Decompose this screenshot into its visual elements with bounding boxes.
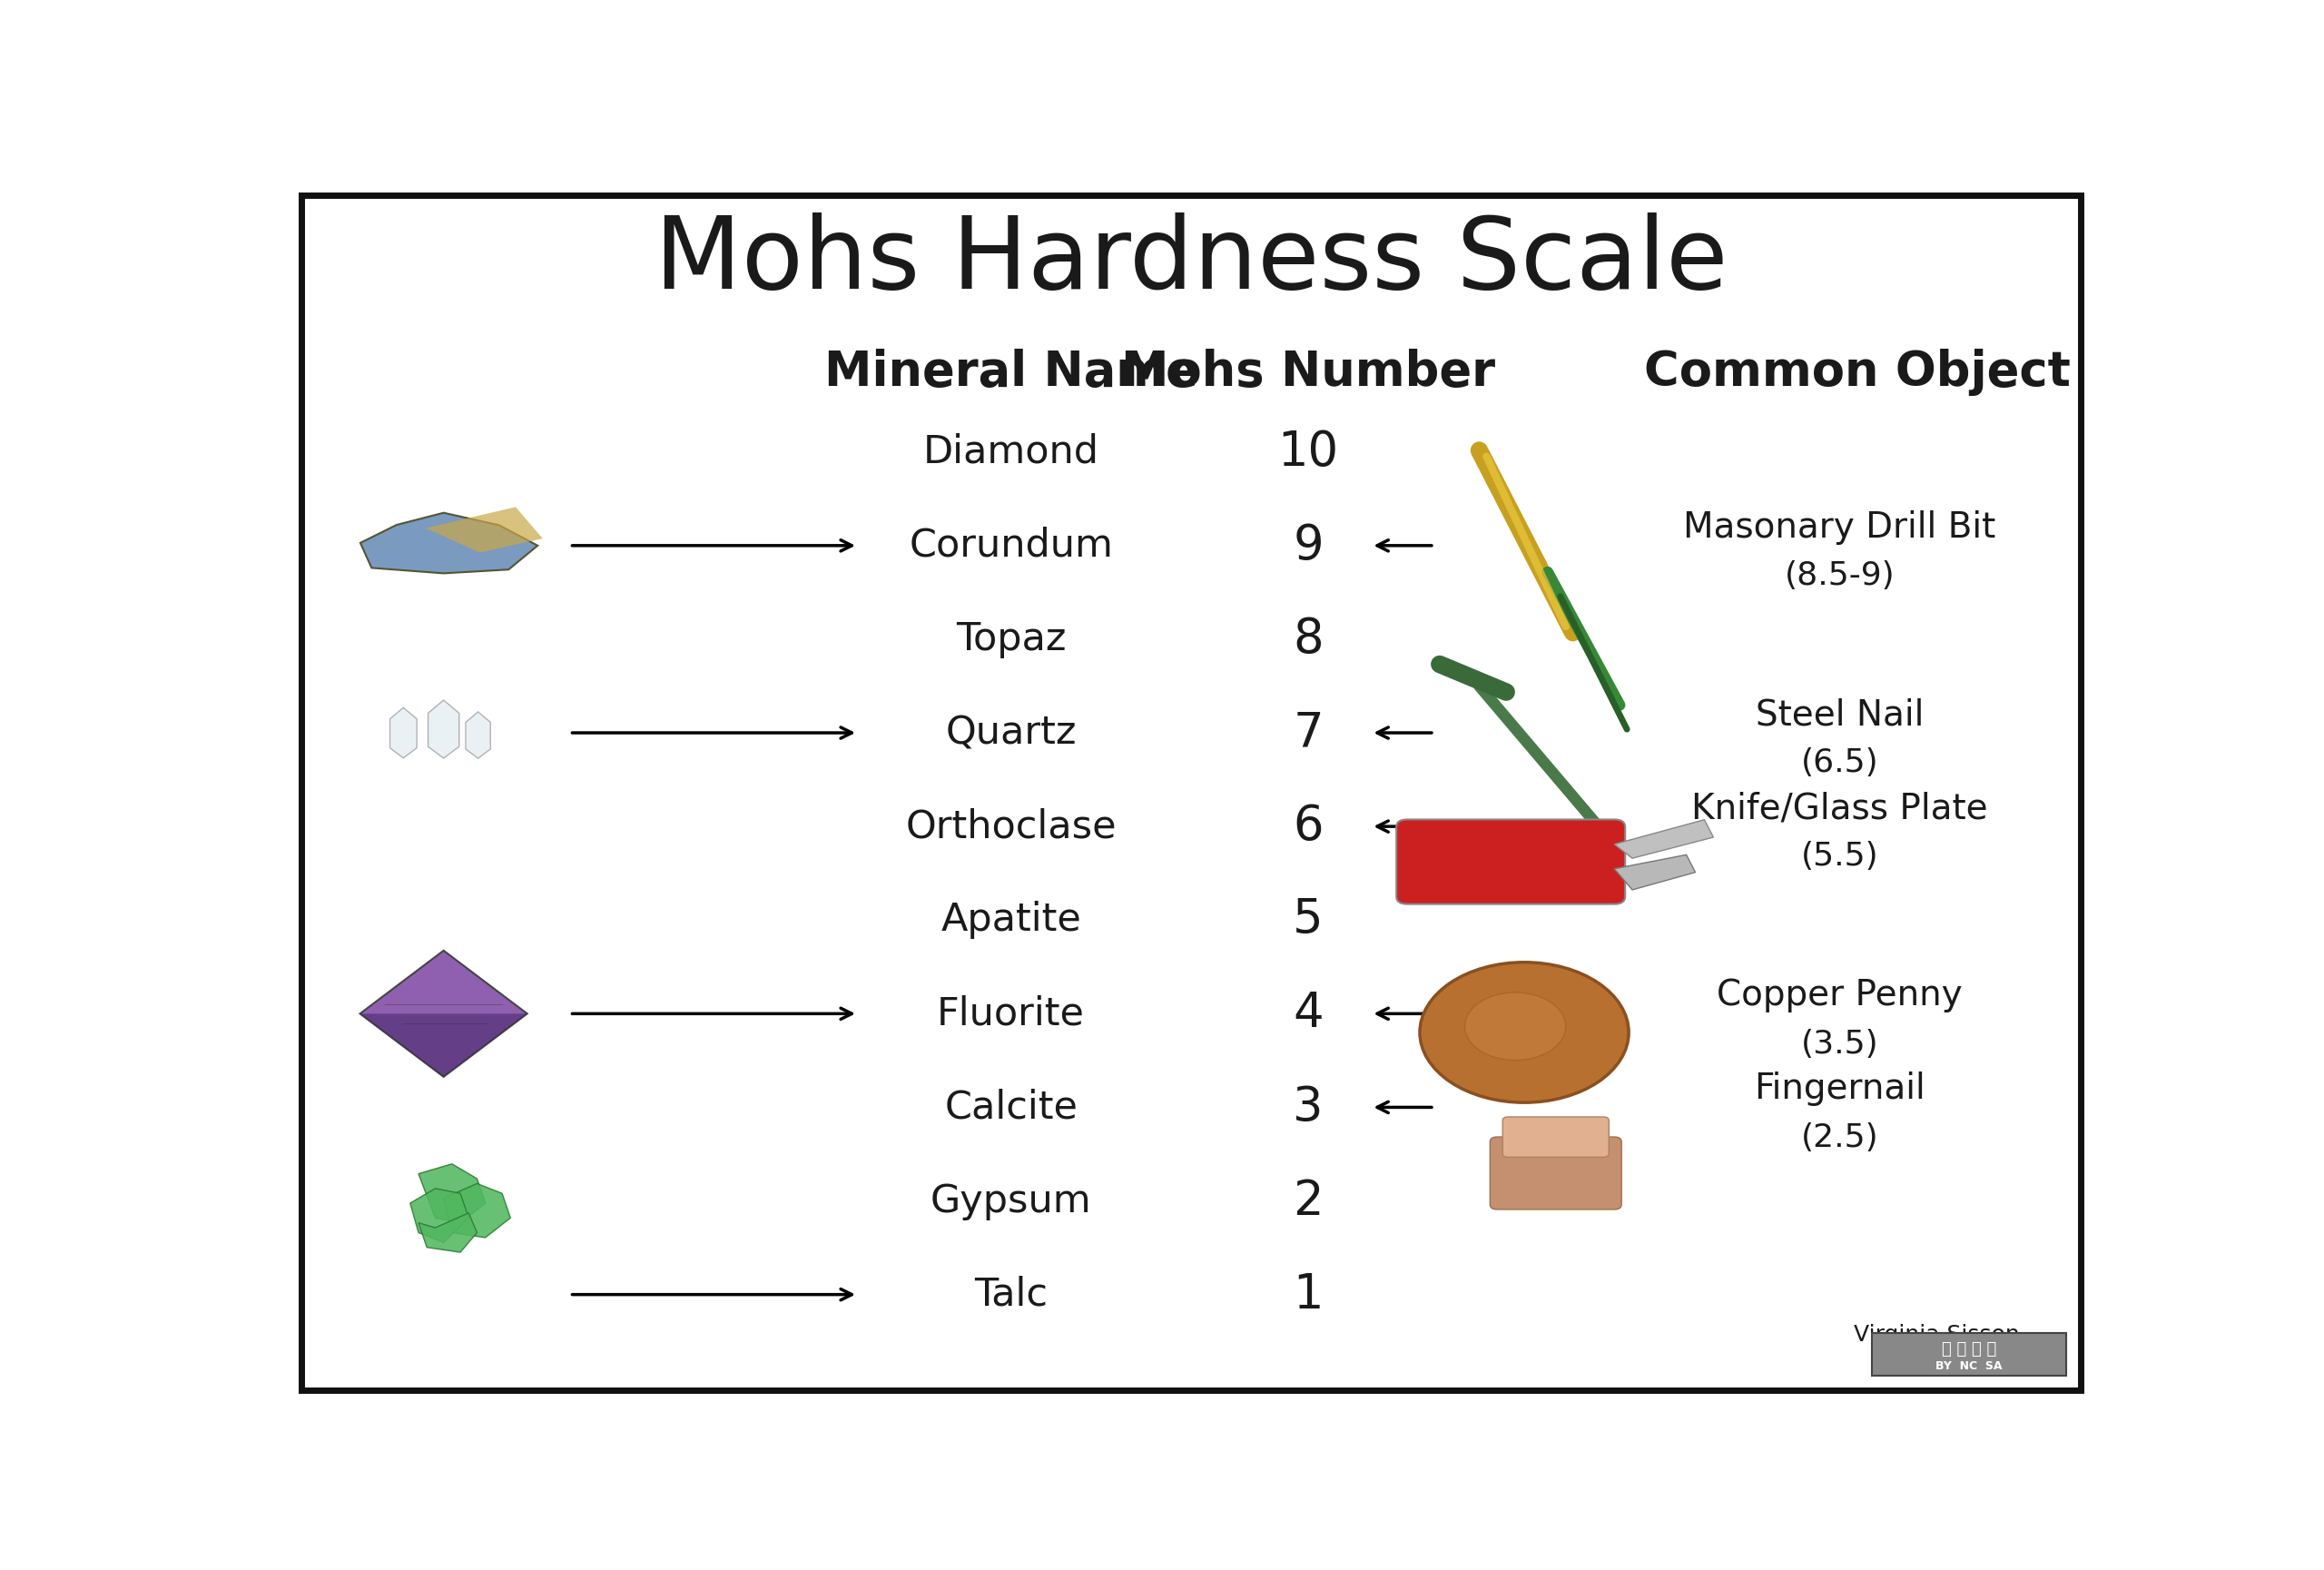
Polygon shape xyxy=(444,1184,511,1237)
Text: 9: 9 xyxy=(1292,521,1322,570)
Text: Steel Nail: Steel Nail xyxy=(1755,697,1924,732)
Polygon shape xyxy=(409,1188,469,1242)
Text: 1: 1 xyxy=(1292,1272,1322,1319)
Text: (6.5): (6.5) xyxy=(1801,747,1878,779)
Text: (8.5-9): (8.5-9) xyxy=(1785,560,1894,592)
Text: 8: 8 xyxy=(1292,615,1322,663)
Text: Gypsum: Gypsum xyxy=(930,1182,1092,1220)
Text: 7: 7 xyxy=(1292,710,1322,757)
Text: 3: 3 xyxy=(1292,1083,1322,1130)
Text: Orthoclase: Orthoclase xyxy=(906,807,1116,846)
Text: Calcite: Calcite xyxy=(944,1088,1078,1126)
Text: 4: 4 xyxy=(1292,991,1322,1038)
FancyBboxPatch shape xyxy=(1504,1116,1608,1157)
Polygon shape xyxy=(418,1163,486,1223)
FancyBboxPatch shape xyxy=(1490,1137,1622,1209)
Text: Topaz: Topaz xyxy=(955,620,1067,658)
Polygon shape xyxy=(465,711,490,758)
Polygon shape xyxy=(360,950,528,1077)
Text: Mineral Name: Mineral Name xyxy=(825,349,1197,396)
Text: Masonary Drill Bit: Masonary Drill Bit xyxy=(1683,510,1996,545)
Text: Mohs Hardness Scale: Mohs Hardness Scale xyxy=(655,212,1727,309)
Text: Quartz: Quartz xyxy=(946,714,1076,752)
Text: Knife/Glass Plate: Knife/Glass Plate xyxy=(1692,791,1987,826)
Text: 6: 6 xyxy=(1292,802,1322,849)
Polygon shape xyxy=(1615,820,1713,859)
Polygon shape xyxy=(360,1014,528,1077)
Polygon shape xyxy=(418,1214,476,1253)
Text: BY  NC  SA: BY NC SA xyxy=(1936,1360,2003,1372)
Text: Apatite: Apatite xyxy=(941,901,1081,939)
Text: Talc: Talc xyxy=(974,1275,1048,1314)
Text: (2.5): (2.5) xyxy=(1801,1123,1878,1152)
Polygon shape xyxy=(428,700,460,758)
FancyBboxPatch shape xyxy=(1871,1333,2066,1375)
Text: (5.5): (5.5) xyxy=(1801,842,1878,871)
Polygon shape xyxy=(1615,854,1697,890)
Polygon shape xyxy=(360,513,537,573)
Text: Fingernail: Fingernail xyxy=(1755,1072,1924,1107)
Text: Diamond: Diamond xyxy=(923,433,1099,471)
Circle shape xyxy=(1464,992,1566,1060)
Text: 10: 10 xyxy=(1278,429,1339,476)
Text: Common Object: Common Object xyxy=(1643,349,2071,396)
Text: 2: 2 xyxy=(1292,1178,1322,1225)
Text: Copper Penny: Copper Penny xyxy=(1717,978,1961,1013)
Text: Mohs Number: Mohs Number xyxy=(1120,349,1494,396)
Text: Ⓒ Ⓘ Ⓢ Ⓐ: Ⓒ Ⓘ Ⓢ Ⓐ xyxy=(1943,1341,1996,1358)
Text: Fluorite: Fluorite xyxy=(937,995,1085,1033)
Polygon shape xyxy=(390,708,416,758)
Text: 5: 5 xyxy=(1292,896,1322,944)
Polygon shape xyxy=(425,507,544,553)
Circle shape xyxy=(1420,962,1629,1102)
Text: (3.5): (3.5) xyxy=(1801,1028,1878,1060)
FancyBboxPatch shape xyxy=(1397,820,1624,904)
Text: Corundum: Corundum xyxy=(909,526,1113,565)
Text: Virginia Sisson: Virginia Sisson xyxy=(1855,1324,2020,1345)
